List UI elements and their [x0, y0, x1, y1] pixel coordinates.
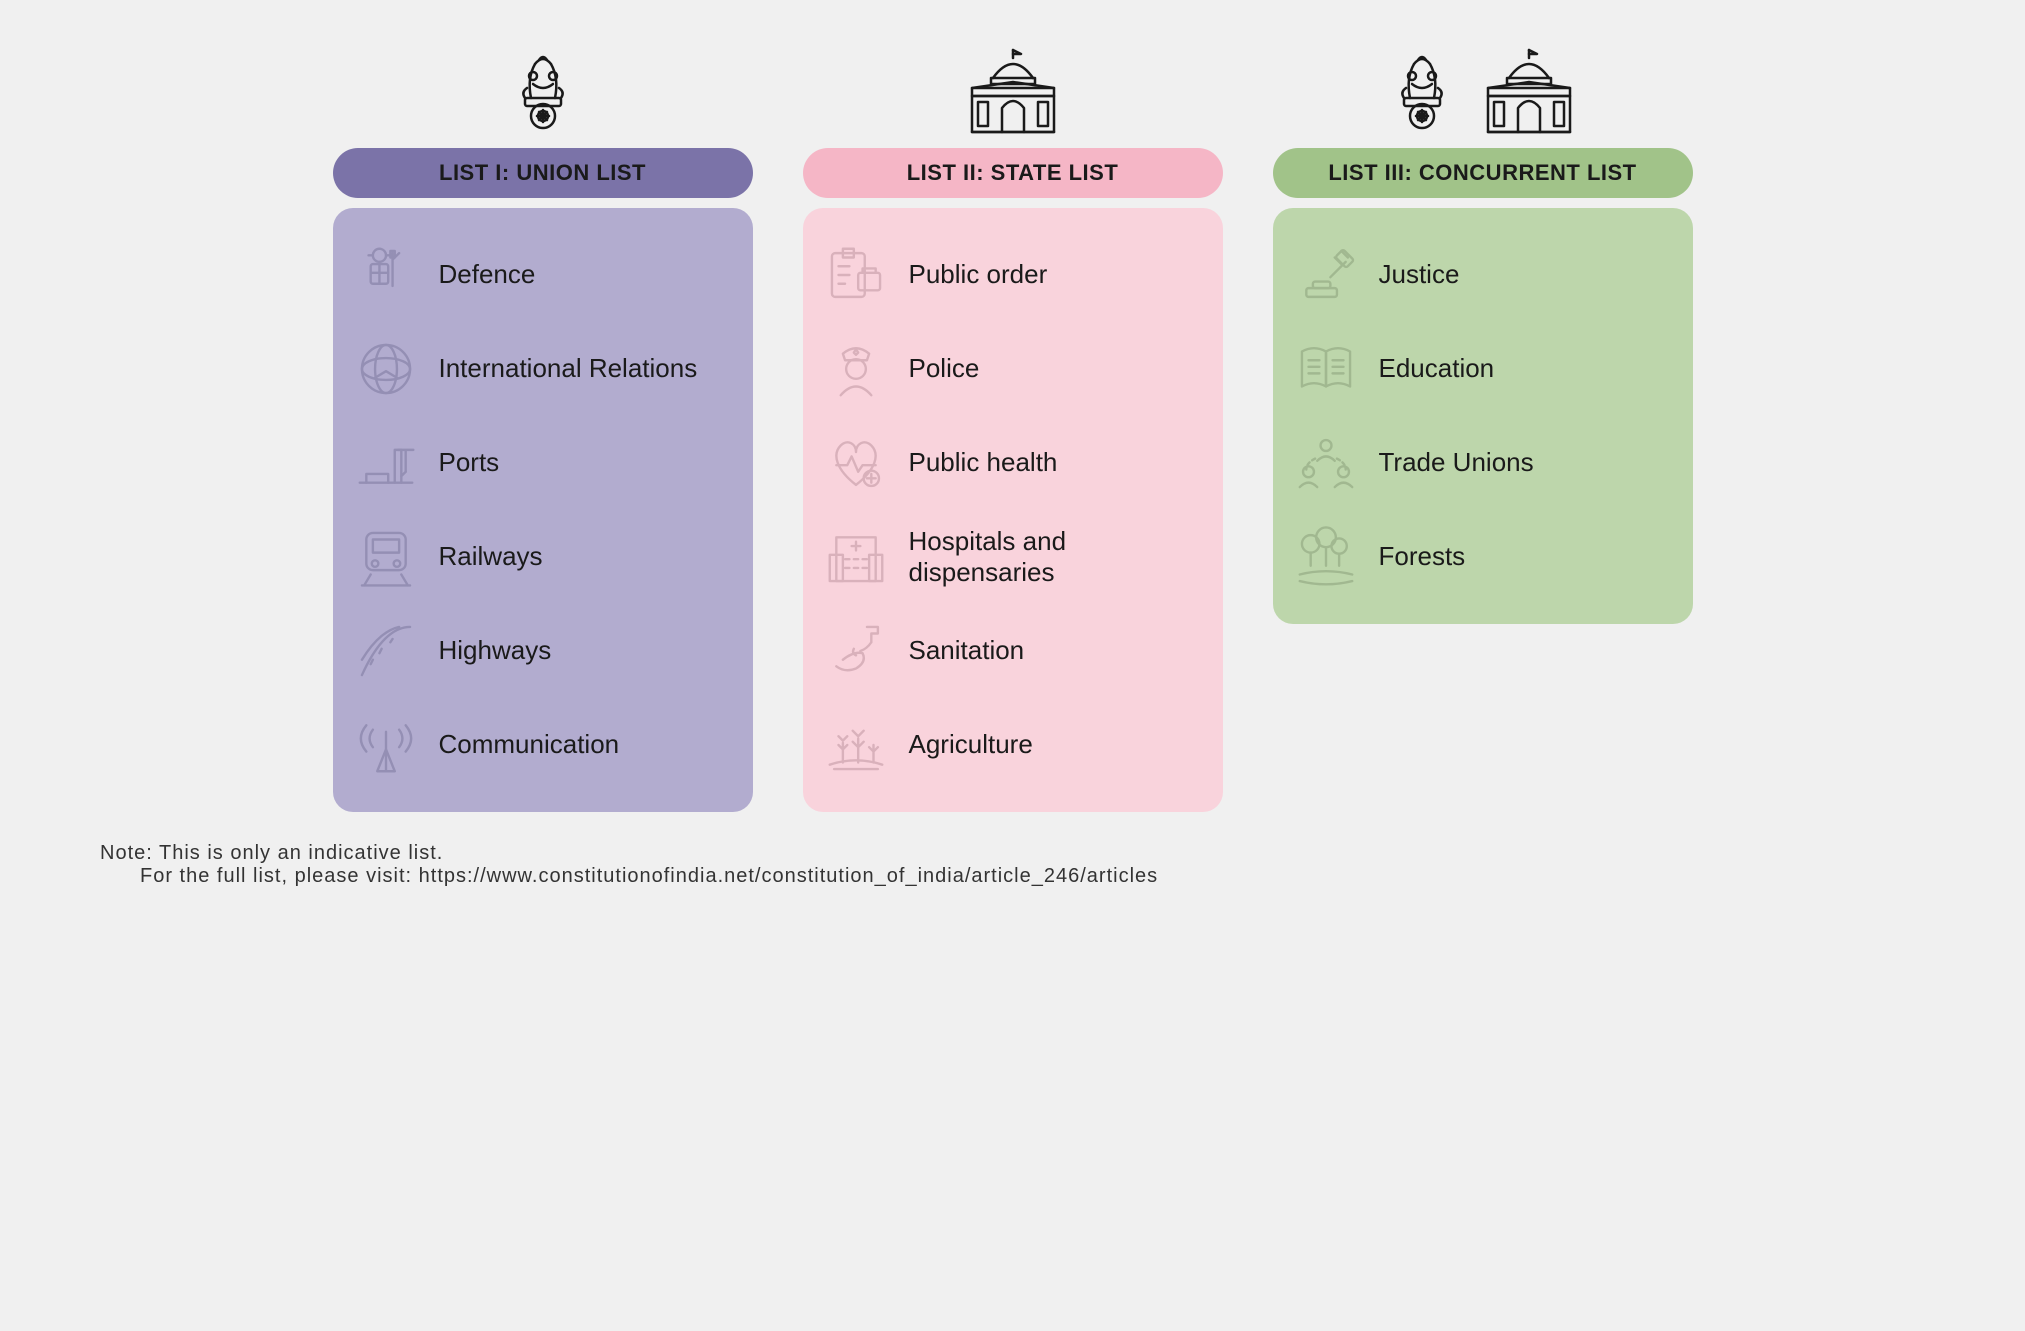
item-label: Agriculture [909, 729, 1033, 760]
list-item: Railways [351, 510, 735, 604]
item-label: Defence [439, 259, 536, 290]
list-item: Agriculture [821, 698, 1205, 792]
list-item: Public order [821, 228, 1205, 322]
port-icon [351, 428, 421, 498]
item-label: Trade Unions [1379, 447, 1534, 478]
emblem-icon [503, 40, 583, 140]
pill-title-state: LIST II: STATE LIST [803, 148, 1223, 198]
item-label: Education [1379, 353, 1495, 384]
header-icons-concurrent [1382, 30, 1584, 140]
header-icons-union [503, 30, 583, 140]
item-label: Highways [439, 635, 552, 666]
list-item: Trade Unions [1291, 416, 1675, 510]
list-item: Hospitals and dispensaries [821, 510, 1205, 604]
item-label: Justice [1379, 259, 1460, 290]
pill-title-union: LIST I: UNION LIST [333, 148, 753, 198]
item-label: Railways [439, 541, 543, 572]
agri-icon [821, 710, 891, 780]
globe-icon [351, 334, 421, 404]
building-icon [1474, 40, 1584, 140]
list-item: Communication [351, 698, 735, 792]
item-label: Public order [909, 259, 1048, 290]
list-item: Sanitation [821, 604, 1205, 698]
item-label: Public health [909, 447, 1058, 478]
defence-icon [351, 240, 421, 310]
item-label: Forests [1379, 541, 1466, 572]
list-item: Police [821, 322, 1205, 416]
note-line-2: For the full list, please visit: https:/… [100, 865, 1965, 888]
tower-icon [351, 710, 421, 780]
police-icon [821, 334, 891, 404]
panel-state: Public order Police Public health Hospitals… [803, 208, 1223, 812]
pill-title-concurrent: LIST III: CONCURRENT LIST [1273, 148, 1693, 198]
hospital-icon [821, 522, 891, 592]
order-icon [821, 240, 891, 310]
forest-icon [1291, 522, 1361, 592]
column-union: LIST I: UNION LIST Defence International R… [333, 30, 753, 812]
road-icon [351, 616, 421, 686]
list-item: Ports [351, 416, 735, 510]
column-concurrent: LIST III: CONCURRENT LIST Justice Educatio… [1273, 30, 1693, 624]
list-item: Public health [821, 416, 1205, 510]
header-icons-state [958, 30, 1068, 140]
list-item: Education [1291, 322, 1675, 416]
list-item: Forests [1291, 510, 1675, 604]
justice-icon [1291, 240, 1361, 310]
footnote: Note: This is only an indicative list. F… [60, 842, 1965, 888]
list-item: Justice [1291, 228, 1675, 322]
list-item: International Relations [351, 322, 735, 416]
list-item: Defence [351, 228, 735, 322]
rail-icon [351, 522, 421, 592]
health-icon [821, 428, 891, 498]
list-item: Highways [351, 604, 735, 698]
sanitation-icon [821, 616, 891, 686]
union-icon [1291, 428, 1361, 498]
panel-concurrent: Justice Education Trade Unions Forests [1273, 208, 1693, 624]
item-label: International Relations [439, 353, 698, 384]
columns-container: LIST I: UNION LIST Defence International R… [60, 30, 1965, 812]
emblem-icon [1382, 40, 1462, 140]
building-icon [958, 40, 1068, 140]
item-label: Police [909, 353, 980, 384]
column-state: LIST II: STATE LISTPublic orderPolicePub… [803, 30, 1223, 812]
item-label: Hospitals and dispensaries [909, 526, 1205, 588]
panel-union: Defence International Relations Ports Railw… [333, 208, 753, 812]
item-label: Sanitation [909, 635, 1025, 666]
note-line-1: Note: This is only an indicative list. [100, 842, 1965, 865]
book-icon [1291, 334, 1361, 404]
item-label: Communication [439, 729, 620, 760]
item-label: Ports [439, 447, 500, 478]
